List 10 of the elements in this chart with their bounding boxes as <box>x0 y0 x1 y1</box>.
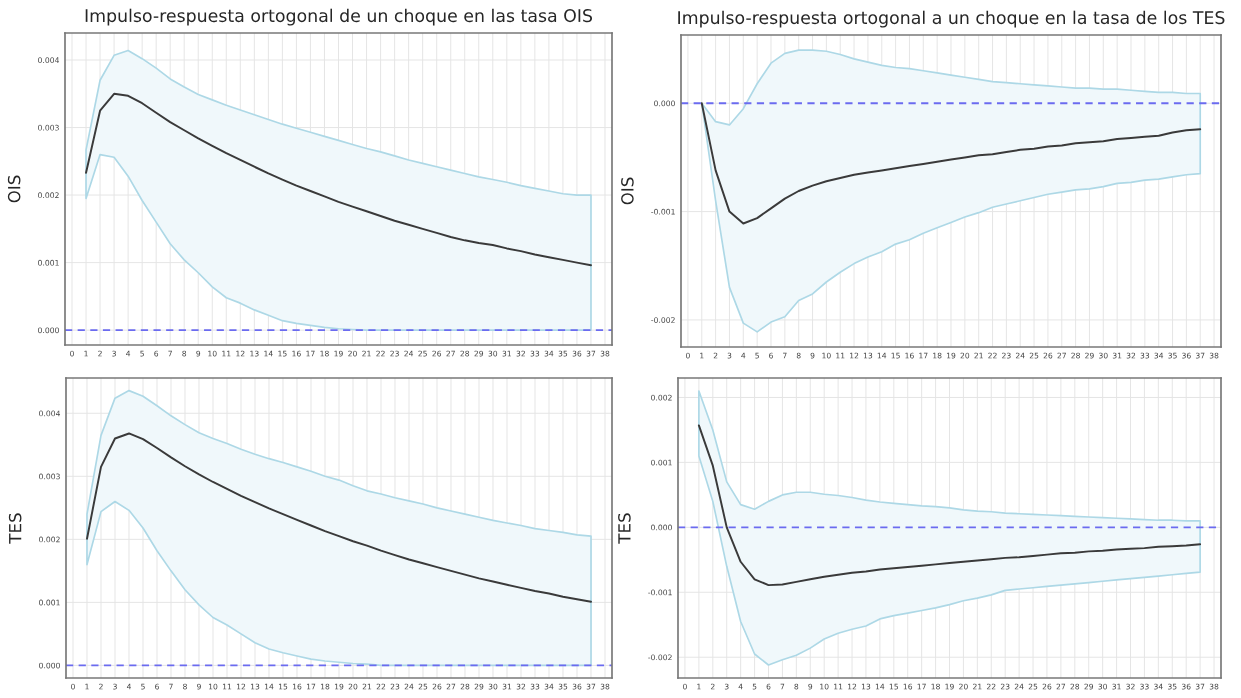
line-series <box>86 432 592 603</box>
y-axis-title: OIS <box>621 177 634 205</box>
y-axis-title: TES <box>8 513 22 544</box>
y-axis-title: OIS <box>7 175 21 203</box>
line-series <box>697 424 1202 587</box>
chart-title: Impulso-respuesta ortogonal a un choque en la tasa de los TES <box>678 10 1225 28</box>
line-series <box>700 102 1202 225</box>
chart-title: Impulso-respuesta ortogonal de un choque en las tasa OIS <box>85 8 593 26</box>
y-axis-title: TES <box>618 513 631 544</box>
line-series <box>85 92 592 267</box>
